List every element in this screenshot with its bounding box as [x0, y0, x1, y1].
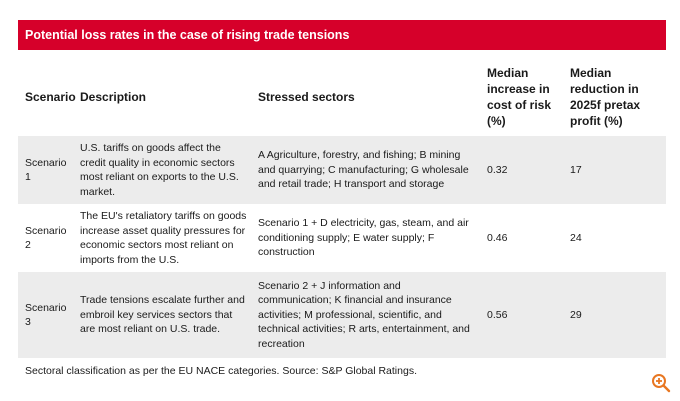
footnote: Sectoral classification as per the EU NA… — [25, 365, 417, 377]
row-description: The EU's retaliatory tariffs on goods in… — [80, 210, 247, 266]
table-row: Scenario 2 The EU's retaliatory tariffs … — [18, 204, 666, 272]
row-scenario: Scenario 2 — [25, 224, 67, 252]
header-profit-reduction: Median reduction in 2025f pretax profit … — [570, 66, 641, 128]
header-scenario: Scenario — [25, 90, 76, 104]
row-description: Trade tensions escalate further and embr… — [80, 294, 245, 336]
table-row: Scenario 3 Trade tensions escalate furth… — [18, 272, 666, 358]
row-profit-reduction: 24 — [570, 231, 582, 244]
row-scenario: Scenario 1 — [25, 156, 67, 184]
row-cost-of-risk: 0.56 — [487, 308, 508, 321]
row-description: U.S. tariffs on goods affect the credit … — [80, 142, 239, 198]
table-row: Scenario 1 U.S. tariffs on goods affect … — [18, 136, 666, 204]
header-row: Scenario Description Stressed sectors Me… — [18, 50, 666, 136]
row-sectors: Scenario 2 + J information and communica… — [258, 279, 470, 350]
row-sectors: A Agriculture, forestry, and fishing; B … — [258, 149, 469, 191]
row-profit-reduction: 17 — [570, 163, 582, 176]
header-description: Description — [80, 90, 147, 104]
header-stressed-sectors: Stressed sectors — [258, 90, 355, 104]
row-sectors: Scenario 1 + D electricity, gas, steam, … — [258, 217, 469, 259]
row-profit-reduction: 29 — [570, 308, 582, 321]
header-cost-of-risk: Median increase in cost of risk (%) — [487, 66, 552, 128]
row-scenario: Scenario 3 — [25, 301, 67, 329]
table-card: Potential loss rates in the case of risi… — [18, 20, 666, 358]
zoom-in-icon[interactable] — [651, 373, 671, 393]
row-cost-of-risk: 0.46 — [487, 231, 508, 244]
loss-rates-table: Scenario Description Stressed sectors Me… — [18, 50, 666, 358]
row-cost-of-risk: 0.32 — [487, 163, 508, 176]
table-title: Potential loss rates in the case of risi… — [18, 20, 666, 50]
